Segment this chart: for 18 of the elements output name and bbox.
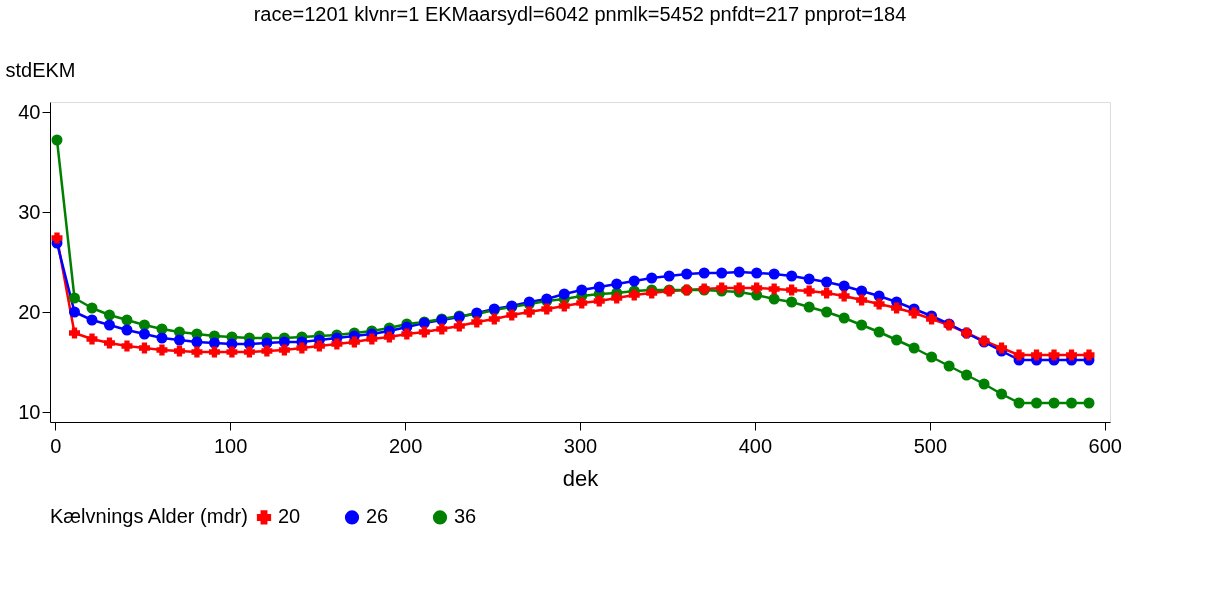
y-tick-label: 40: [18, 100, 41, 123]
chart-title: race=1201 klvnr=1 EKMaarsydl=6042 pnmlk=5452 pnfdt=217 pnprot=184: [253, 3, 907, 25]
legend-label: 20: [278, 505, 301, 528]
x-tick-label: 400: [738, 434, 773, 457]
legend-title: Kælvnings Alder (mdr): [50, 505, 248, 527]
x-tick-label: 0: [50, 434, 62, 457]
x-tick-label: 600: [1088, 434, 1122, 457]
legend-label: 36: [454, 505, 477, 528]
x-tick-label: 200: [388, 434, 423, 457]
x-tick-label: 300: [563, 434, 598, 457]
y-tick-label: 30: [18, 200, 41, 223]
x-tick-label: 500: [913, 434, 948, 457]
x-axis-title: dek: [562, 465, 600, 491]
x-tick-label: 100: [213, 434, 248, 457]
y-axis-title: stdEKM: [5, 58, 76, 81]
y-tick-label: 20: [18, 300, 41, 323]
y-tick-label: 10: [18, 400, 41, 423]
legend-label: 26: [366, 505, 389, 528]
